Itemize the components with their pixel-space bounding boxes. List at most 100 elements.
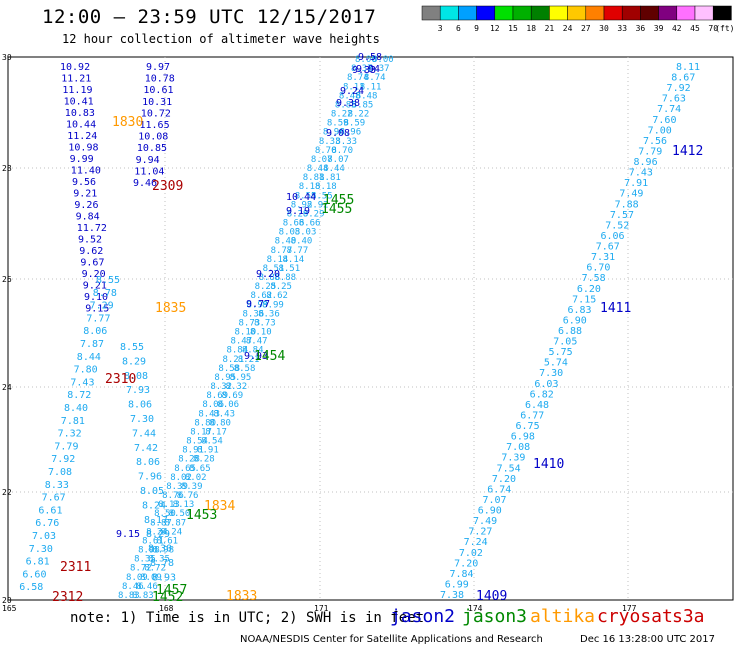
- lat-label: 24: [2, 383, 12, 392]
- swath-value: 8.66: [283, 219, 305, 229]
- colorbar-tick: 30: [599, 24, 609, 33]
- swath-value: 8.77: [287, 246, 309, 256]
- wave-height-value: 8.24: [142, 500, 166, 511]
- swath-value: 8.66: [299, 219, 321, 229]
- wave-height-value: 7.24: [464, 537, 488, 548]
- pass-time-label: 1411: [600, 301, 631, 316]
- pass-time-label: 1454: [254, 349, 285, 364]
- wave-height-value: 6.03: [534, 379, 558, 390]
- wave-height-value: 9.46: [133, 178, 157, 189]
- wave-height-value: 7.54: [497, 463, 521, 474]
- colorbar-swatch: [585, 5, 605, 21]
- wave-height-value: 9.33: [352, 65, 376, 76]
- colorbar-tick: 45: [690, 24, 700, 33]
- colorbar-tick: 70: [708, 24, 718, 33]
- swath-value: 8.35: [148, 555, 170, 565]
- colorbar-swatch: [549, 5, 568, 21]
- lat-label: 20: [2, 596, 12, 605]
- colorbar-tick: 12: [490, 24, 500, 33]
- wave-height-value: 5.74: [544, 358, 568, 369]
- wave-height-value: 7.67: [596, 242, 620, 253]
- footer-timestamp: Dec 16 13:28:00 UTC 2017: [580, 634, 715, 645]
- colorbar-tick: 24: [563, 24, 573, 33]
- wave-height-value: 9.94: [136, 155, 160, 166]
- wave-height-value: 6.98: [511, 432, 535, 443]
- wave-height-value: 7.43: [629, 168, 653, 179]
- swath-value: 8.43: [198, 409, 220, 419]
- wave-height-value: 10.98: [68, 143, 98, 154]
- map-title: 12:00 – 23:59 UTC 12/15/2017: [42, 6, 377, 28]
- wave-height-value: 7.56: [643, 136, 667, 147]
- swath-value: 8.95: [214, 373, 236, 383]
- swath-value: 8.92: [307, 200, 329, 210]
- wave-height-value: 9.38: [336, 98, 360, 109]
- wave-height-value: 6.20: [577, 284, 601, 295]
- wave-height-value: 7.96: [138, 472, 162, 483]
- wave-height-value: 7.77: [86, 313, 110, 324]
- wave-height-value: 7.58: [582, 273, 606, 284]
- wave-height-value: 8.06: [136, 457, 160, 468]
- wave-height-value: 8.93: [152, 572, 176, 583]
- colorbar-swatch: [530, 5, 550, 21]
- wave-height-value: 9.67: [80, 258, 104, 269]
- wave-height-value: 7.39: [501, 453, 525, 464]
- swath-value: 8.84: [226, 346, 248, 356]
- swath-value: 8.80: [209, 418, 231, 428]
- wave-height-value: 9.10: [84, 292, 108, 303]
- swath-value: 8.00: [355, 55, 377, 65]
- swath-value: 8.39: [181, 482, 203, 492]
- swath-value: 8.96: [323, 128, 345, 138]
- colorbar-swatch: [567, 5, 587, 21]
- swath-value: 8.03: [295, 228, 317, 238]
- colorbar-swatch: [658, 5, 678, 21]
- swath-value: 8.25: [270, 282, 292, 292]
- wave-height-value: 7.79: [54, 441, 78, 452]
- swath-value: 8.50: [169, 509, 191, 519]
- wave-height-value: 10.44: [66, 120, 96, 131]
- swath-value: 8.14: [267, 255, 289, 265]
- pass-time-label: 1830: [112, 115, 143, 130]
- colorbar-tick: 39: [654, 24, 664, 33]
- swath-value: 8.59: [327, 119, 349, 129]
- wave-height-value: 7.20: [454, 558, 478, 569]
- pass-time-label: 1453: [186, 508, 217, 523]
- colorbar-swatch: [712, 5, 732, 21]
- swath-value: 8.46: [122, 582, 144, 592]
- swath-value: 8.21: [222, 355, 244, 365]
- swath-value: 8.29: [303, 209, 325, 219]
- colorbar-swatch: [421, 5, 441, 21]
- pass-time-label: 2310: [105, 372, 136, 387]
- colorbar-tick: 27: [581, 24, 591, 33]
- wave-height-value: 10.08: [138, 132, 168, 143]
- wave-height-value: 11.65: [140, 120, 170, 131]
- wave-height-value: 11.24: [67, 131, 97, 142]
- swath-value: 8.99: [247, 300, 269, 310]
- wave-height-value: 8.29: [122, 356, 146, 367]
- swath-value: 8.02: [170, 473, 192, 483]
- wave-height-value: 9.84: [76, 212, 100, 223]
- pass-time-label: 1835: [155, 301, 186, 316]
- wave-height-value: 9.08: [326, 128, 350, 139]
- colorbar-tick: 18: [526, 24, 536, 33]
- wave-height-value: 7.05: [553, 337, 577, 348]
- swath-value: 8.00: [372, 55, 394, 65]
- swath-value: 8.76: [162, 491, 184, 501]
- wave-height-value: 5.75: [549, 347, 573, 358]
- wave-height-value: 7.79: [638, 146, 662, 157]
- wave-height-value: 7.84: [449, 569, 473, 580]
- wave-height-value: 8.17: [144, 515, 168, 526]
- wave-height-value: 9.15: [116, 529, 140, 540]
- swath-value: 8.36: [258, 309, 280, 319]
- wave-height-value: 8.40: [64, 403, 88, 414]
- swath-value: 8.88: [259, 273, 281, 283]
- swath-value: 8.37: [351, 64, 373, 74]
- lat-label: 28: [2, 164, 12, 173]
- wave-height-value: 9.24: [340, 86, 364, 97]
- swath-value: 8.32: [210, 382, 232, 392]
- swath-value: 8.98: [138, 546, 160, 556]
- lat-label: 22: [2, 488, 12, 497]
- swath-value: 8.70: [315, 146, 337, 156]
- wave-height-value: 9.77: [246, 299, 270, 310]
- wave-height-value: 10.78: [145, 74, 175, 85]
